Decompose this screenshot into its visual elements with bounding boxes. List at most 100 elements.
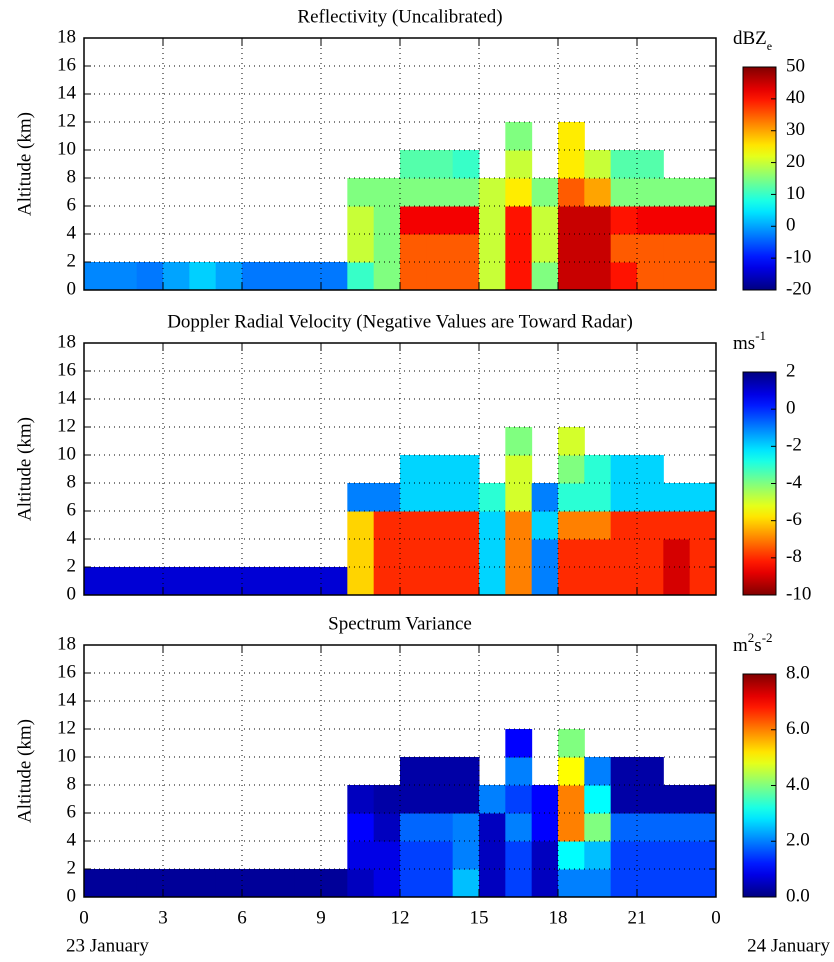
heatmap-cell <box>452 483 480 512</box>
y-tick-label: 2 <box>67 555 77 576</box>
y-tick-label: 16 <box>57 359 76 380</box>
x-tick-label: 21 <box>628 907 647 928</box>
heatmap-cell <box>373 511 401 540</box>
heatmap-cell <box>426 869 454 898</box>
heatmap-cell <box>637 234 664 263</box>
heatmap-cell <box>531 483 559 512</box>
heatmap-cell <box>610 483 638 512</box>
heatmap-cell <box>84 262 111 291</box>
y-tick-label: 2 <box>67 250 77 271</box>
panel-title: Doppler Radial Velocity (Negative Values… <box>167 311 633 332</box>
heatmap-cell <box>689 567 717 596</box>
heatmap-cell <box>663 234 691 263</box>
heatmap-cell <box>637 262 664 291</box>
heatmap-cell <box>373 567 401 596</box>
y-tick-label: 0 <box>67 885 77 906</box>
heatmap-cell <box>268 262 296 291</box>
heatmap-cell <box>558 841 585 870</box>
heatmap-cell <box>610 178 638 207</box>
colorbar-tick-label: 2.0 <box>786 830 810 851</box>
heatmap-cell <box>163 869 190 898</box>
heatmap-cell <box>242 262 269 291</box>
heatmap-cell <box>637 455 664 484</box>
y-tick-label: 14 <box>57 689 77 710</box>
heatmap-cell <box>505 262 533 291</box>
heatmap-cell <box>505 539 533 568</box>
heatmap-cell <box>531 539 559 568</box>
heatmap-cell <box>663 262 691 291</box>
heatmap-cell <box>637 150 664 179</box>
heatmap-cell <box>163 262 190 291</box>
heatmap-cell <box>426 813 454 842</box>
heatmap-cell <box>505 206 533 235</box>
heatmap-cell <box>400 757 427 786</box>
heatmap-cell <box>584 206 612 235</box>
colorbar-label-part: -2 <box>762 630 773 645</box>
heatmap-cell <box>163 567 190 596</box>
heatmap-cell <box>558 427 585 456</box>
y-tick-label: 6 <box>67 801 77 822</box>
heatmap-cell <box>637 178 664 207</box>
colorbar-label: ms-1 <box>733 328 766 354</box>
heatmap-cell <box>479 178 506 207</box>
colorbar-tick-label: 40 <box>786 87 805 108</box>
x-tick-label: 0 <box>79 907 89 928</box>
colorbar-tick-label: 20 <box>786 151 805 172</box>
heatmap-cell <box>610 455 638 484</box>
heatmap-cell <box>584 150 612 179</box>
y-tick-label: 8 <box>67 773 77 794</box>
heatmap-cell <box>505 729 533 758</box>
heatmap-cell <box>452 785 480 814</box>
heatmap-cell <box>663 483 691 512</box>
heatmap-cell <box>584 511 612 540</box>
heatmap-cell <box>452 178 480 207</box>
heatmap-cell <box>558 234 585 263</box>
heatmap-cell <box>452 567 480 596</box>
y-tick-label: 0 <box>67 583 77 604</box>
heatmap-cell <box>479 539 506 568</box>
heatmap-cell <box>426 206 454 235</box>
x-tick-label: 9 <box>316 907 326 928</box>
heatmap-cell <box>505 757 533 786</box>
heatmap-cell <box>452 511 480 540</box>
colorbar-tick-label: 0 <box>786 398 796 419</box>
colorbar-tick-label: -2 <box>786 435 802 456</box>
heatmap-cell <box>452 869 480 898</box>
heatmap-cell <box>400 785 427 814</box>
heatmap-cell <box>637 206 664 235</box>
heatmap-cell <box>400 869 427 898</box>
heatmap-cell <box>426 150 454 179</box>
y-axis-label: Altitude (km) <box>14 417 35 521</box>
heatmap-cell <box>558 729 585 758</box>
heatmap-cell <box>347 785 375 814</box>
y-tick-label: 14 <box>57 82 77 103</box>
y-tick-label: 18 <box>57 331 76 352</box>
y-tick-label: 16 <box>57 661 76 682</box>
heatmap-cell <box>479 813 506 842</box>
heatmap-cell <box>584 234 612 263</box>
heatmap-cell <box>531 813 559 842</box>
heatmap-cell <box>452 262 480 291</box>
heatmap-cell <box>373 841 401 870</box>
heatmap-cell <box>505 813 533 842</box>
colorbar-label: m2s-2 <box>733 630 773 656</box>
heatmap-cell <box>400 262 427 291</box>
heatmap-cell <box>294 262 322 291</box>
heatmap-cell <box>689 206 717 235</box>
heatmap-cell <box>689 785 717 814</box>
heatmap-cell <box>347 813 375 842</box>
heatmap-cell <box>426 511 454 540</box>
heatmap-cell <box>479 483 506 512</box>
y-tick-label: 8 <box>67 471 77 492</box>
heatmap-cell <box>505 178 533 207</box>
heatmap-cell <box>505 841 533 870</box>
y-tick-label: 18 <box>57 26 76 47</box>
heatmap-cell <box>347 539 375 568</box>
heatmap-cell <box>400 567 427 596</box>
colorbar <box>742 371 777 596</box>
heatmap-cell <box>479 262 506 291</box>
heatmap-cell <box>558 262 585 291</box>
heatmap-cell <box>347 178 375 207</box>
